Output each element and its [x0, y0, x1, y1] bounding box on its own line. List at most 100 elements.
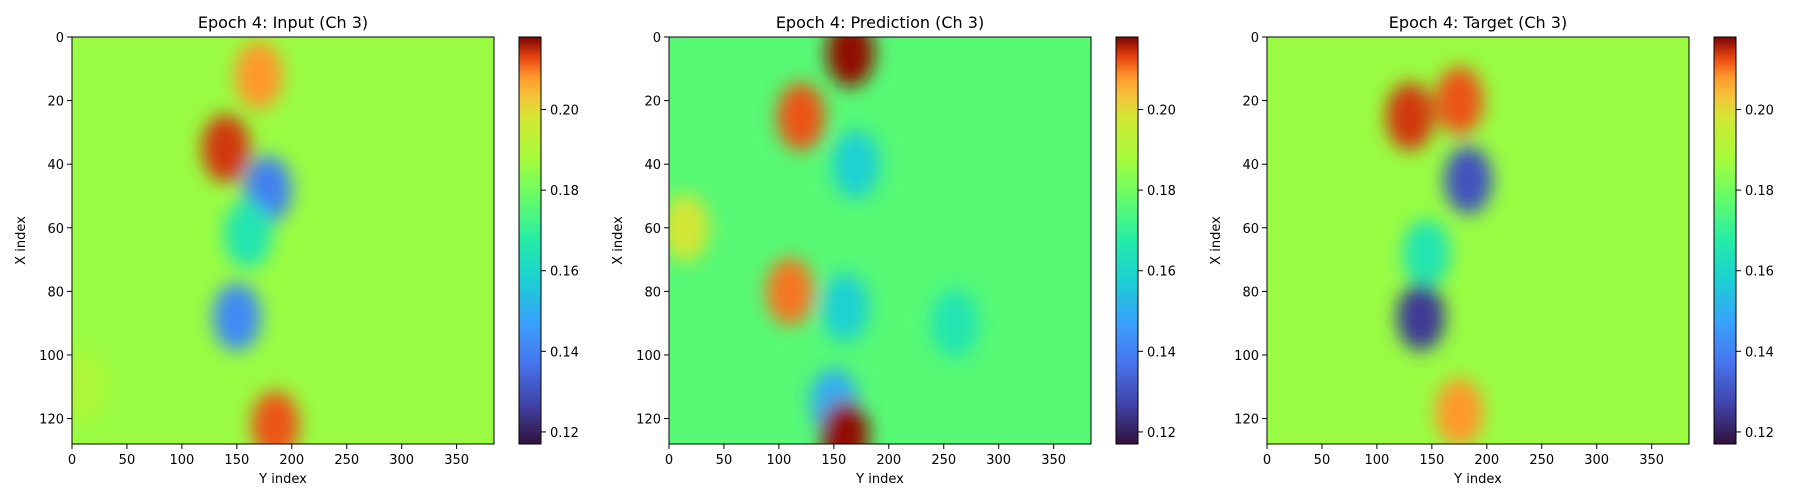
colorbar — [518, 36, 542, 445]
x-axis-label: Y index — [855, 472, 904, 487]
x-tick-label: 50 — [119, 453, 136, 468]
colorbar-tick-label: 0.18 — [550, 184, 579, 199]
y-tick-label: 80 — [644, 285, 661, 300]
x-tick-label: 150 — [224, 453, 249, 468]
heatmap-feature — [776, 82, 825, 151]
y-tick-label: 120 — [636, 413, 661, 428]
heatmap-image — [669, 37, 1091, 444]
panel-title: Epoch 4: Input (Ch 3) — [198, 13, 368, 32]
y-axis-label: X index — [1209, 216, 1224, 265]
colorbar-tick-label: 0.14 — [1147, 345, 1176, 360]
heatmap-feature — [930, 289, 979, 358]
heatmap-feature — [831, 130, 880, 199]
y-tick-label: 100 — [1234, 349, 1259, 364]
heatmap-feature — [201, 114, 250, 183]
y-tick-label: 0 — [653, 31, 661, 46]
heatmap-feature — [1435, 378, 1484, 444]
heatmap-background — [669, 37, 1091, 444]
heatmap-feature — [72, 352, 107, 421]
x-tick-label: 100 — [169, 453, 194, 468]
colorbar-tick-label: 0.18 — [1147, 184, 1176, 199]
x-tick-label: 200 — [876, 453, 901, 468]
y-tick-label: 60 — [47, 222, 64, 237]
x-tick-label: 50 — [1314, 453, 1331, 468]
plot-frame — [1266, 36, 1690, 445]
colorbar-tick-label: 0.20 — [1745, 104, 1774, 119]
y-tick-label: 60 — [1242, 222, 1259, 237]
x-tick-label: 200 — [1474, 453, 1499, 468]
heatmap-feature — [1396, 282, 1445, 351]
heatmap-feature — [1402, 219, 1451, 288]
x-tick-label: 150 — [1419, 453, 1444, 468]
y-tick-label: 80 — [47, 285, 64, 300]
x-tick-label: 350 — [1041, 453, 1066, 468]
x-tick-label: 250 — [334, 453, 359, 468]
heatmap-feature — [765, 257, 814, 326]
x-tick-label: 300 — [986, 453, 1011, 468]
y-axis-label: X index — [611, 216, 626, 265]
heatmap-feature — [1385, 82, 1434, 151]
heatmap-feature — [212, 282, 261, 351]
x-tick-label: 0 — [1263, 453, 1271, 468]
y-tick-label: 0 — [56, 31, 64, 46]
y-tick-label: 20 — [47, 95, 64, 110]
heatmap-panel-2: Epoch 4: Prediction (Ch 3)0 50 100 150 200 25… — [611, 13, 1176, 487]
heatmap-feature — [1435, 66, 1484, 135]
x-tick-label: 250 — [1529, 453, 1554, 468]
colorbar-tick-label: 0.14 — [550, 345, 579, 360]
x-tick-label: 50 — [716, 453, 733, 468]
y-tick-label: 40 — [644, 158, 661, 173]
x-tick-label: 350 — [444, 453, 469, 468]
y-tick-label: 20 — [644, 95, 661, 110]
y-tick-label: 60 — [644, 222, 661, 237]
y-tick-label: 40 — [47, 158, 64, 173]
x-tick-label: 150 — [821, 453, 846, 468]
x-tick-label: 300 — [1584, 453, 1609, 468]
y-tick-label: 20 — [1242, 95, 1259, 110]
heatmap-feature — [223, 200, 272, 269]
plot-frame — [668, 36, 1092, 445]
x-tick-label: 250 — [931, 453, 956, 468]
colorbar-tick-label: 0.12 — [1147, 426, 1176, 441]
x-tick-label: 100 — [766, 453, 791, 468]
panel-title: Epoch 4: Target (Ch 3) — [1389, 13, 1567, 32]
colorbar-tick-label: 0.16 — [1745, 265, 1774, 280]
heatmap-feature — [826, 37, 875, 87]
x-axis-label: Y index — [258, 472, 307, 487]
colorbar-tick-label: 0.20 — [1147, 104, 1176, 119]
heatmap-feature — [251, 390, 300, 444]
colorbar-tick-label: 0.16 — [550, 265, 579, 280]
colorbar-tick-label: 0.16 — [1147, 265, 1176, 280]
heatmap-feature — [820, 400, 869, 444]
heatmap-panel-1: Epoch 4: Input (Ch 3)0 50 100 150 200 250 300 3… — [14, 13, 579, 487]
colorbar-tick-label: 0.12 — [1745, 426, 1774, 441]
plot-frame — [71, 36, 495, 445]
y-tick-label: 0 — [1251, 31, 1259, 46]
heatmap-feature — [1444, 146, 1493, 215]
x-tick-label: 200 — [279, 453, 304, 468]
heatmap-feature — [234, 41, 283, 110]
x-tick-label: 0 — [665, 453, 673, 468]
x-tick-label: 0 — [68, 453, 76, 468]
y-tick-label: 120 — [39, 413, 64, 428]
colorbar-tick-label: 0.20 — [550, 104, 579, 119]
x-tick-label: 300 — [389, 453, 414, 468]
colorbar — [1115, 36, 1139, 445]
heatmap-image — [1267, 37, 1689, 444]
y-tick-label: 100 — [636, 349, 661, 364]
heatmap-background — [72, 37, 494, 444]
x-axis-label: Y index — [1453, 472, 1502, 487]
y-axis-label: X index — [14, 216, 29, 265]
colorbar-tick-label: 0.14 — [1745, 345, 1774, 360]
colorbar-tick-label: 0.18 — [1745, 184, 1774, 199]
y-tick-label: 80 — [1242, 285, 1259, 300]
colorbar-tick-label: 0.12 — [550, 426, 579, 441]
y-tick-label: 120 — [1234, 413, 1259, 428]
x-tick-label: 100 — [1364, 453, 1389, 468]
y-tick-label: 100 — [39, 349, 64, 364]
y-tick-label: 40 — [1242, 158, 1259, 173]
heatmap-feature — [669, 193, 710, 262]
heatmap-image — [72, 37, 494, 444]
x-tick-label: 350 — [1639, 453, 1664, 468]
